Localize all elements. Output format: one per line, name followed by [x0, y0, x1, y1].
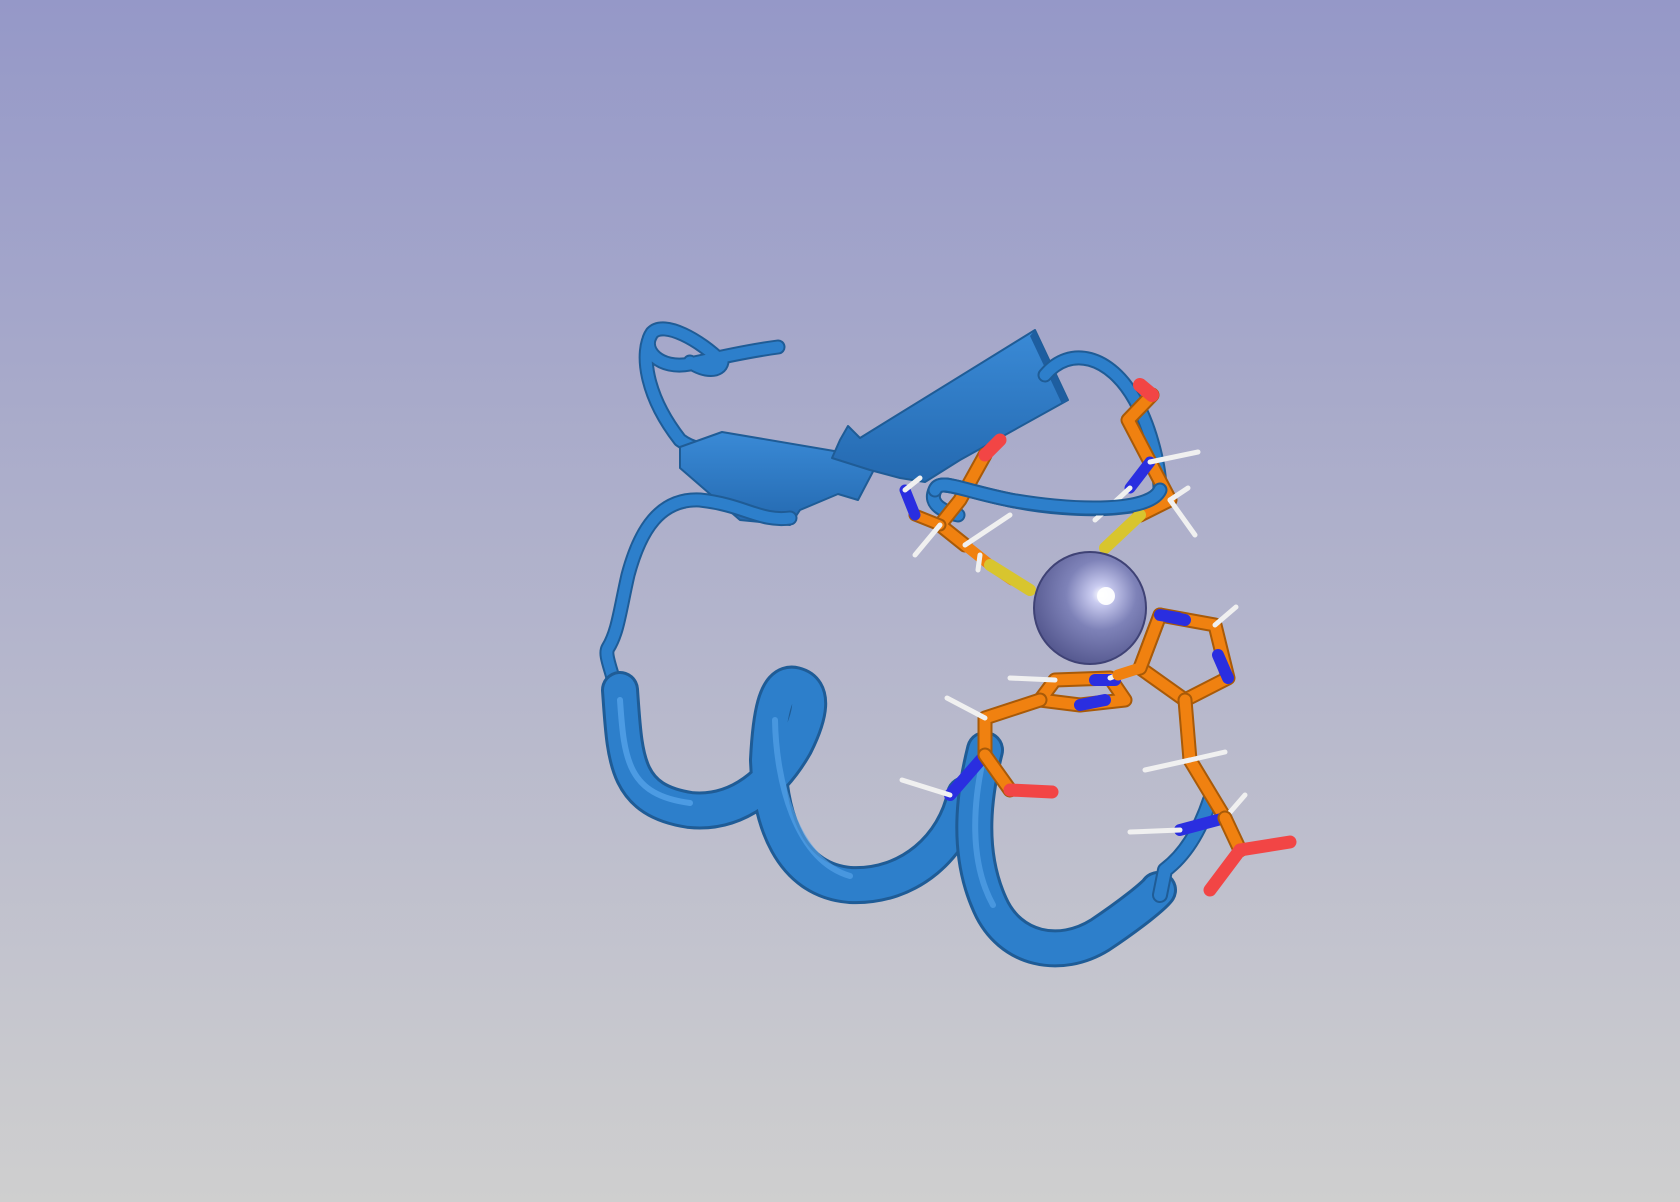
coil-top-loop-front	[927, 477, 1168, 516]
stick-residues[interactable]	[899, 378, 1297, 897]
his-residue-1-front	[1112, 607, 1184, 681]
coil-left-loop[interactable]	[599, 492, 798, 698]
his-residue-2[interactable]	[899, 669, 1133, 801]
cys-residue-1[interactable]	[899, 433, 1036, 596]
alpha-helix[interactable]	[601, 665, 1218, 968]
zinc-ion[interactable]	[1033, 551, 1147, 665]
protein-ribbon[interactable]	[599, 321, 1218, 968]
cys-residue-2[interactable]	[1092, 378, 1201, 554]
ion-highlight	[1097, 587, 1115, 605]
